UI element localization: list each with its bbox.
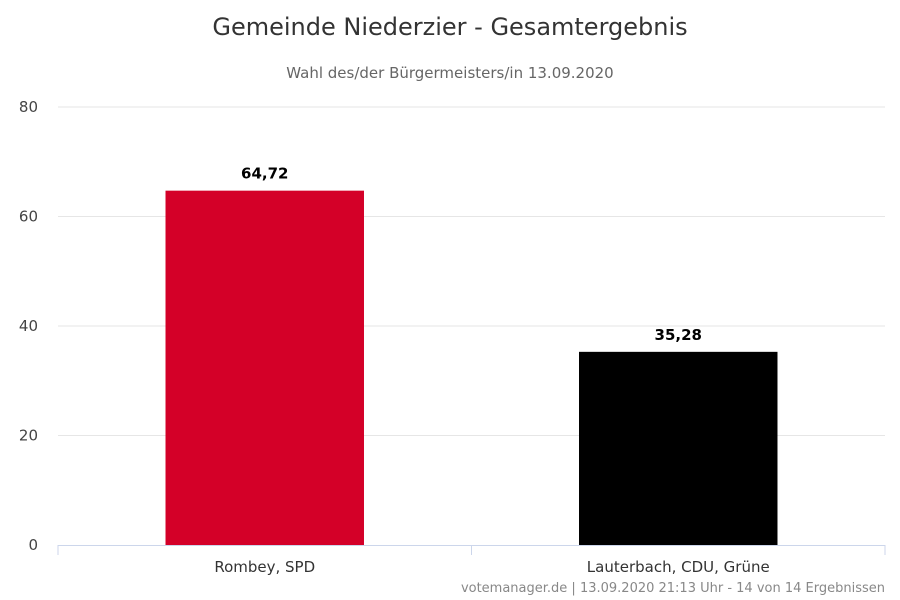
x-tick-label: Rombey, SPD: [214, 558, 315, 576]
x-axis: Rombey, SPD Lauterbach, CDU, Grüne: [57, 545, 886, 576]
credits-text[interactable]: votemanager.de | 13.09.2020 21:13 Uhr - …: [461, 581, 885, 596]
data-label: 64,72: [241, 165, 288, 183]
y-tick-label: 40: [19, 317, 38, 335]
y-tick-label: 20: [19, 427, 38, 445]
chart-subtitle: Wahl des/der Bürgermeisters/in 13.09.202…: [286, 64, 613, 82]
data-label: 35,28: [655, 326, 702, 344]
bar[interactable]: [579, 351, 778, 545]
y-tick-label: 0: [28, 536, 38, 554]
y-tick-label: 80: [19, 98, 38, 116]
y-axis-ticks: 0 20 40 60 80: [19, 98, 38, 554]
bars: [165, 190, 778, 545]
bar[interactable]: [165, 190, 364, 545]
chart-title: Gemeinde Niederzier - Gesamtergebnis: [212, 13, 687, 41]
data-labels: 64,72 35,28: [241, 165, 702, 344]
y-tick-label: 60: [19, 208, 38, 226]
x-tick-label: Lauterbach, CDU, Grüne: [587, 558, 770, 576]
